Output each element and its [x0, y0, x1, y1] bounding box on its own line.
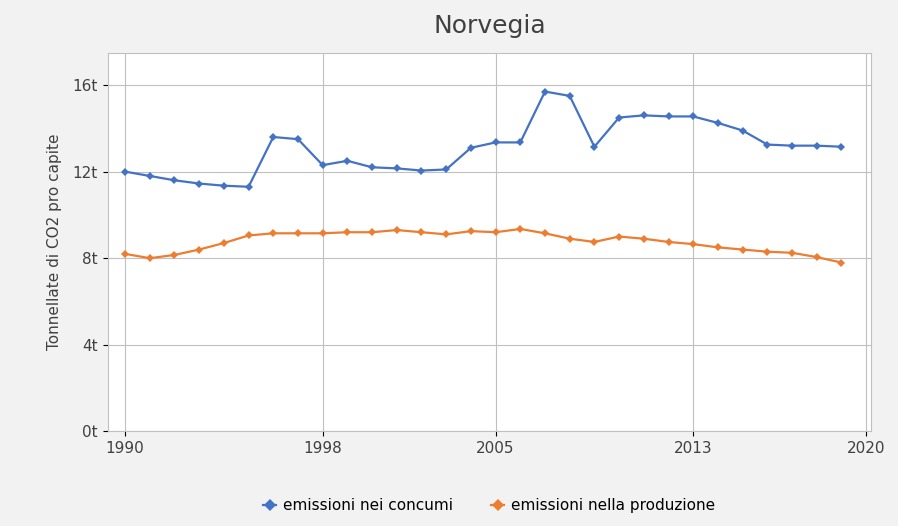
emissioni nei concumi [540, 88, 550, 95]
emissioni nei concumi [441, 166, 452, 173]
emissioni nei concumi [218, 183, 229, 189]
emissioni nella produzione [490, 229, 501, 235]
emissioni nella produzione [218, 240, 229, 246]
emissioni nei concumi [712, 120, 723, 126]
emissioni nella produzione [712, 244, 723, 250]
emissioni nella produzione [762, 249, 772, 255]
emissioni nella produzione [638, 236, 649, 242]
emissioni nei concumi [762, 141, 772, 148]
Line: emissioni nella produzione: emissioni nella produzione [122, 226, 844, 265]
emissioni nei concumi [194, 180, 205, 187]
emissioni nella produzione [169, 252, 180, 258]
Line: emissioni nei concumi: emissioni nei concumi [122, 89, 844, 189]
emissioni nella produzione [540, 230, 550, 237]
emissioni nella produzione [663, 239, 674, 245]
emissioni nei concumi [737, 127, 748, 134]
emissioni nella produzione [392, 227, 402, 233]
emissioni nella produzione [465, 228, 476, 234]
emissioni nei concumi [787, 143, 797, 149]
emissioni nella produzione [145, 255, 155, 261]
emissioni nella produzione [293, 230, 304, 237]
emissioni nei concumi [317, 162, 328, 168]
emissioni nei concumi [119, 168, 130, 175]
emissioni nella produzione [441, 231, 452, 238]
Legend: emissioni nei concumi, emissioni nella produzione: emissioni nei concumi, emissioni nella p… [258, 492, 721, 519]
emissioni nei concumi [490, 139, 501, 146]
emissioni nei concumi [515, 139, 525, 146]
Y-axis label: Tonnellate di CO2 pro capite: Tonnellate di CO2 pro capite [47, 134, 62, 350]
emissioni nella produzione [119, 251, 130, 257]
emissioni nei concumi [836, 144, 847, 150]
emissioni nella produzione [416, 229, 427, 235]
emissioni nella produzione [317, 230, 328, 237]
emissioni nella produzione [366, 229, 377, 235]
emissioni nella produzione [836, 259, 847, 266]
emissioni nei concumi [366, 164, 377, 170]
emissioni nella produzione [342, 229, 353, 235]
emissioni nei concumi [638, 112, 649, 118]
emissioni nella produzione [243, 232, 254, 239]
emissioni nei concumi [392, 165, 402, 171]
emissioni nei concumi [564, 93, 575, 99]
emissioni nella produzione [688, 241, 699, 247]
emissioni nella produzione [737, 246, 748, 252]
emissioni nella produzione [787, 250, 797, 256]
emissioni nei concumi [811, 143, 822, 149]
emissioni nei concumi [416, 167, 427, 174]
emissioni nei concumi [293, 136, 304, 143]
emissioni nella produzione [194, 246, 205, 252]
emissioni nei concumi [688, 113, 699, 119]
emissioni nei concumi [243, 184, 254, 190]
emissioni nei concumi [663, 113, 674, 119]
emissioni nella produzione [811, 254, 822, 260]
emissioni nella produzione [268, 230, 278, 237]
emissioni nei concumi [465, 145, 476, 151]
emissioni nei concumi [268, 134, 278, 140]
emissioni nei concumi [342, 158, 353, 164]
emissioni nella produzione [589, 239, 600, 245]
emissioni nella produzione [515, 226, 525, 232]
emissioni nella produzione [564, 236, 575, 242]
emissioni nei concumi [145, 173, 155, 179]
emissioni nei concumi [613, 114, 624, 120]
emissioni nei concumi [169, 177, 180, 184]
emissioni nei concumi [589, 144, 600, 150]
Title: Norvegia: Norvegia [433, 14, 546, 38]
emissioni nella produzione [613, 234, 624, 240]
